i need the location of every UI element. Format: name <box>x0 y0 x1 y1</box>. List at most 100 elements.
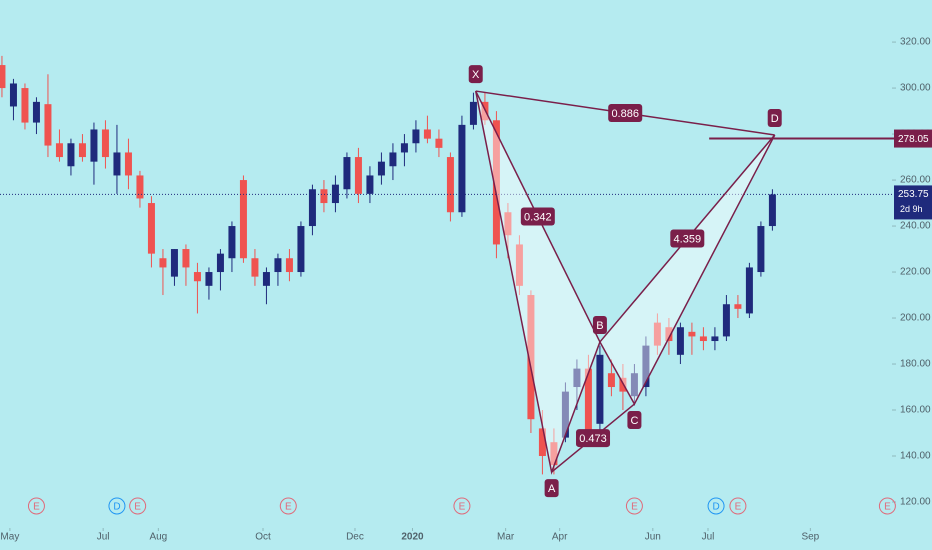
candle-body <box>113 152 121 176</box>
candle-body <box>504 212 512 236</box>
candle-body <box>320 189 328 204</box>
event-marker <box>279 497 297 515</box>
candle-body <box>596 354 604 424</box>
countdown-label: 2d 9h <box>900 204 923 214</box>
event-label: E <box>459 502 466 513</box>
x-tick-label: May <box>0 532 19 543</box>
candle-body <box>366 175 374 194</box>
event-marker <box>27 497 45 515</box>
event-label: E <box>884 502 891 513</box>
candle-body <box>101 129 109 158</box>
candle-body <box>699 336 707 342</box>
candle-body <box>136 175 144 199</box>
candle-body <box>331 184 339 204</box>
candle-body <box>182 249 190 268</box>
candle-body <box>653 322 661 346</box>
candle-body <box>274 258 282 273</box>
event-label: D <box>712 502 719 513</box>
candle-body <box>147 203 155 254</box>
candle-body <box>469 101 477 125</box>
ratio-box <box>670 229 705 248</box>
candle-body <box>711 336 719 342</box>
x-tick-label: Mar <box>497 532 515 543</box>
candle-body <box>550 442 558 466</box>
event-marker <box>707 497 725 515</box>
target-tag <box>894 129 932 148</box>
event-label: E <box>631 502 638 513</box>
candle-body <box>228 226 236 259</box>
candle-body <box>159 258 167 268</box>
candle-body <box>538 428 546 457</box>
candle-body <box>308 189 316 227</box>
y-tick-label: 160.00 <box>900 405 931 416</box>
event-label: E <box>33 502 40 513</box>
event-marker <box>878 497 896 515</box>
pattern-fill <box>599 134 775 405</box>
point-label: C <box>630 415 638 427</box>
event-label: E <box>134 502 141 513</box>
candle-body <box>515 244 523 286</box>
candle-body <box>0 65 6 89</box>
x-tick-label: Aug <box>149 532 167 543</box>
candle-body <box>584 368 592 434</box>
ratio-box <box>520 207 555 226</box>
event-marker <box>625 497 643 515</box>
x-tick-label: Jul <box>97 532 110 543</box>
last-price-tag <box>894 185 932 220</box>
candle-body <box>90 129 98 162</box>
candle-body <box>170 249 178 277</box>
candle-body <box>492 120 500 245</box>
ratio-label: 0.473 <box>579 433 607 445</box>
y-tick-label: 120.00 <box>900 497 931 508</box>
x-tick-label: Oct <box>255 532 271 543</box>
y-tick-label: 180.00 <box>900 359 931 370</box>
point-box <box>767 108 782 127</box>
target-label: 278.05 <box>898 134 929 145</box>
candle-body <box>285 258 293 273</box>
candle-body <box>21 88 29 123</box>
candle-body <box>607 373 615 388</box>
candle-body <box>423 129 431 139</box>
last-price-label: 253.75 <box>898 189 929 200</box>
candle-body <box>251 258 259 277</box>
event-label: E <box>285 502 292 513</box>
candle-body <box>44 104 52 146</box>
candle-body <box>573 368 581 388</box>
y-tick-label: 200.00 <box>900 313 931 324</box>
candle-body <box>377 161 385 176</box>
ratio-label: 0.886 <box>611 108 639 120</box>
candle-body <box>78 143 86 158</box>
y-tick-label: 260.00 <box>900 175 931 186</box>
event-marker <box>729 497 747 515</box>
candle-body <box>676 327 684 355</box>
event-marker <box>129 497 147 515</box>
candle-body <box>32 101 40 123</box>
point-box <box>468 65 483 84</box>
point-label: B <box>596 320 603 332</box>
event-marker <box>453 497 471 515</box>
candle-body <box>205 272 213 286</box>
event-label: E <box>735 502 742 513</box>
candle-body <box>561 391 569 438</box>
candle-body <box>343 157 351 190</box>
candle-body <box>527 295 535 420</box>
candle-body <box>446 157 454 213</box>
point-box <box>592 315 607 334</box>
candle-body <box>665 327 673 342</box>
candle-body <box>400 143 408 153</box>
y-tick-label: 240.00 <box>900 221 931 232</box>
candle-body <box>55 143 63 158</box>
ratio-label: 4.359 <box>674 233 702 245</box>
point-box <box>544 479 559 498</box>
candle-body <box>458 124 466 213</box>
candle-body <box>435 138 443 148</box>
point-label: X <box>472 69 480 81</box>
x-tick-label: 2020 <box>401 532 424 543</box>
x-tick-label: Dec <box>346 532 364 543</box>
ratio-label: 0.342 <box>524 211 552 223</box>
candle-body <box>297 226 305 273</box>
candle-body <box>768 194 776 227</box>
